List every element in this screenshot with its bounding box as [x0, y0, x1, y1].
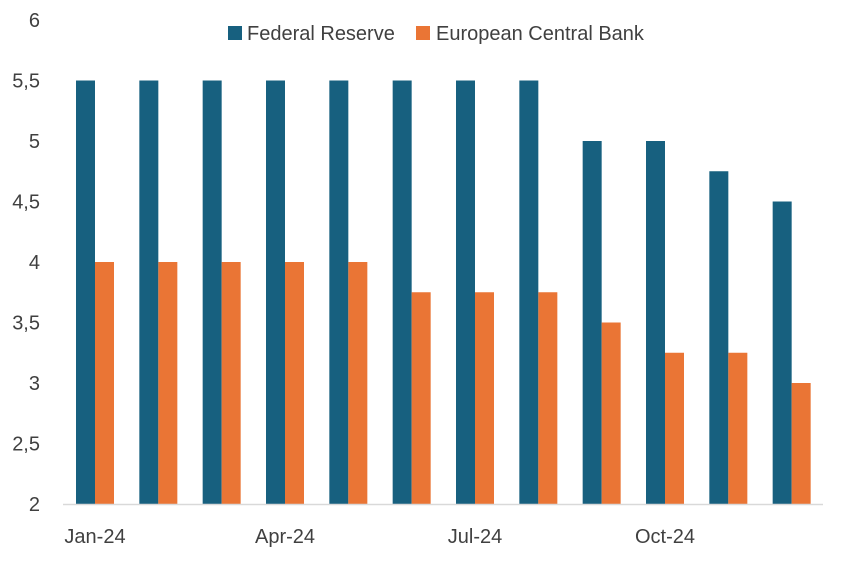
bar-european-central-bank	[285, 262, 304, 504]
bar-federal-reserve	[266, 80, 285, 504]
bar-federal-reserve	[202, 80, 222, 504]
y-tick-label: 5,5	[12, 71, 40, 93]
bar-european-central-bank	[728, 352, 748, 504]
bar-federal-reserve	[456, 80, 475, 504]
bars	[76, 80, 811, 504]
bar-federal-reserve	[646, 141, 665, 504]
y-tick-label: 4	[29, 252, 40, 274]
x-axis: Jan-24 Apr-24 Jul-24 Oct-24	[64, 526, 695, 548]
bar-european-central-bank	[791, 383, 811, 504]
bar-european-central-bank	[538, 292, 558, 504]
bar-federal-reserve	[519, 80, 539, 504]
bar-federal-reserve	[329, 80, 349, 504]
bar-federal-reserve	[709, 171, 729, 504]
bar-european-central-bank	[221, 262, 241, 504]
bar-european-central-bank	[475, 292, 494, 504]
legend-swatch-federal-reserve	[228, 26, 242, 40]
legend-label-federal-reserve: Federal Reserve	[247, 23, 395, 45]
x-tick-label: Jul-24	[448, 526, 502, 548]
bar-european-central-bank	[665, 352, 684, 504]
bar-federal-reserve	[392, 80, 412, 504]
bar-federal-reserve	[76, 80, 95, 504]
bar-european-central-bank	[411, 292, 431, 504]
x-tick-label: Oct-24	[635, 526, 695, 548]
y-tick-label: 4,5	[12, 192, 40, 214]
legend: Federal Reserve European Central Bank	[228, 23, 645, 45]
y-tick-label: 2,5	[12, 434, 40, 456]
y-tick-label: 2	[29, 494, 40, 516]
bar-european-central-bank	[95, 262, 114, 504]
x-tick-label: Apr-24	[255, 526, 315, 548]
bar-federal-reserve	[139, 80, 159, 504]
bar-federal-reserve	[772, 201, 792, 504]
bar-european-central-bank	[348, 262, 368, 504]
legend-swatch-european-central-bank	[416, 26, 430, 40]
bar-federal-reserve	[582, 141, 602, 504]
y-tick-label: 3,5	[12, 313, 40, 335]
y-tick-label: 3	[29, 373, 40, 395]
x-tick-label: Jan-24	[64, 526, 125, 548]
y-tick-label: 5	[29, 131, 40, 153]
legend-label-european-central-bank: European Central Bank	[436, 23, 645, 45]
bar-european-central-bank	[158, 262, 178, 504]
y-tick-label: 6	[29, 10, 40, 32]
bar-european-central-bank	[601, 322, 621, 504]
y-axis: 2 2,5 3 3,5 4 4,5 5 5,5 6	[12, 10, 40, 516]
